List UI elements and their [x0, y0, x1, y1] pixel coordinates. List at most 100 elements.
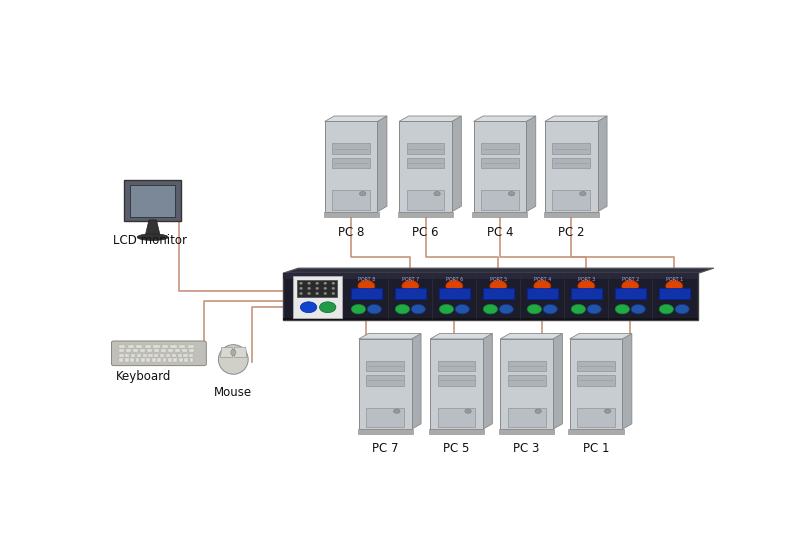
- Circle shape: [316, 288, 318, 289]
- Polygon shape: [146, 220, 160, 236]
- FancyBboxPatch shape: [178, 354, 182, 357]
- FancyBboxPatch shape: [614, 288, 646, 299]
- FancyBboxPatch shape: [179, 345, 185, 348]
- Circle shape: [402, 280, 419, 292]
- Polygon shape: [325, 116, 387, 122]
- FancyBboxPatch shape: [438, 288, 470, 299]
- FancyBboxPatch shape: [168, 349, 173, 352]
- Text: PORT 1: PORT 1: [666, 277, 683, 281]
- Text: PORT 4: PORT 4: [534, 277, 551, 281]
- FancyBboxPatch shape: [298, 280, 337, 297]
- FancyBboxPatch shape: [119, 345, 126, 348]
- FancyBboxPatch shape: [140, 349, 145, 352]
- Circle shape: [324, 282, 326, 284]
- Text: PC 1: PC 1: [582, 441, 610, 455]
- Polygon shape: [598, 116, 607, 212]
- Circle shape: [465, 409, 471, 413]
- FancyBboxPatch shape: [168, 358, 172, 361]
- FancyBboxPatch shape: [507, 361, 546, 372]
- FancyBboxPatch shape: [149, 354, 153, 357]
- Text: PC 5: PC 5: [443, 441, 470, 455]
- FancyBboxPatch shape: [133, 349, 138, 352]
- FancyBboxPatch shape: [394, 288, 426, 299]
- FancyBboxPatch shape: [131, 354, 135, 357]
- Circle shape: [300, 288, 302, 289]
- Text: PC 2: PC 2: [558, 226, 585, 239]
- Polygon shape: [283, 268, 714, 273]
- FancyBboxPatch shape: [332, 143, 370, 154]
- FancyBboxPatch shape: [130, 185, 175, 216]
- FancyBboxPatch shape: [174, 349, 180, 352]
- Circle shape: [319, 302, 336, 313]
- FancyBboxPatch shape: [481, 158, 519, 168]
- FancyBboxPatch shape: [358, 429, 413, 434]
- Circle shape: [359, 191, 366, 196]
- Circle shape: [332, 293, 334, 294]
- FancyBboxPatch shape: [332, 190, 370, 210]
- FancyBboxPatch shape: [570, 339, 622, 429]
- FancyBboxPatch shape: [399, 122, 452, 212]
- Text: PC 8: PC 8: [338, 226, 364, 239]
- Text: PORT 5: PORT 5: [490, 277, 507, 281]
- FancyBboxPatch shape: [135, 358, 139, 361]
- FancyBboxPatch shape: [125, 180, 181, 221]
- Circle shape: [316, 293, 318, 294]
- Polygon shape: [411, 334, 421, 429]
- FancyBboxPatch shape: [366, 408, 404, 427]
- FancyBboxPatch shape: [481, 190, 519, 210]
- Text: PC 3: PC 3: [514, 441, 540, 455]
- Circle shape: [571, 304, 586, 314]
- Polygon shape: [378, 116, 387, 212]
- FancyBboxPatch shape: [126, 349, 131, 352]
- Polygon shape: [553, 334, 562, 429]
- FancyBboxPatch shape: [283, 318, 698, 320]
- FancyBboxPatch shape: [119, 349, 124, 352]
- Circle shape: [434, 191, 440, 196]
- Text: PORT 3: PORT 3: [578, 277, 595, 281]
- FancyBboxPatch shape: [474, 122, 526, 212]
- Circle shape: [308, 288, 310, 289]
- Text: LCD monitor: LCD monitor: [113, 235, 186, 247]
- FancyBboxPatch shape: [162, 345, 168, 348]
- Circle shape: [308, 293, 310, 294]
- FancyBboxPatch shape: [429, 429, 484, 434]
- FancyBboxPatch shape: [128, 345, 134, 348]
- FancyBboxPatch shape: [183, 354, 188, 357]
- FancyBboxPatch shape: [160, 354, 164, 357]
- FancyBboxPatch shape: [366, 361, 404, 372]
- Circle shape: [300, 293, 302, 294]
- FancyBboxPatch shape: [157, 358, 161, 361]
- FancyBboxPatch shape: [500, 339, 553, 429]
- FancyBboxPatch shape: [350, 288, 382, 299]
- FancyBboxPatch shape: [332, 158, 370, 168]
- Polygon shape: [570, 334, 632, 339]
- FancyBboxPatch shape: [544, 212, 598, 216]
- Circle shape: [666, 280, 682, 292]
- FancyBboxPatch shape: [187, 345, 194, 348]
- FancyBboxPatch shape: [125, 354, 130, 357]
- Circle shape: [308, 282, 310, 284]
- FancyBboxPatch shape: [189, 349, 194, 352]
- Text: PORT 8: PORT 8: [358, 277, 375, 281]
- Polygon shape: [622, 334, 632, 429]
- FancyBboxPatch shape: [570, 288, 602, 299]
- FancyBboxPatch shape: [154, 354, 158, 357]
- Polygon shape: [430, 334, 492, 339]
- Circle shape: [411, 304, 426, 314]
- Circle shape: [490, 280, 507, 292]
- Polygon shape: [220, 347, 232, 358]
- FancyBboxPatch shape: [577, 408, 615, 427]
- FancyBboxPatch shape: [162, 358, 166, 361]
- FancyBboxPatch shape: [119, 358, 123, 361]
- FancyBboxPatch shape: [438, 361, 475, 372]
- FancyBboxPatch shape: [507, 375, 546, 386]
- FancyBboxPatch shape: [577, 375, 615, 386]
- FancyBboxPatch shape: [398, 212, 453, 216]
- Circle shape: [483, 304, 498, 314]
- FancyBboxPatch shape: [154, 349, 159, 352]
- FancyBboxPatch shape: [142, 354, 147, 357]
- Circle shape: [455, 304, 470, 314]
- Circle shape: [631, 304, 646, 314]
- FancyBboxPatch shape: [366, 375, 404, 386]
- Circle shape: [367, 304, 382, 314]
